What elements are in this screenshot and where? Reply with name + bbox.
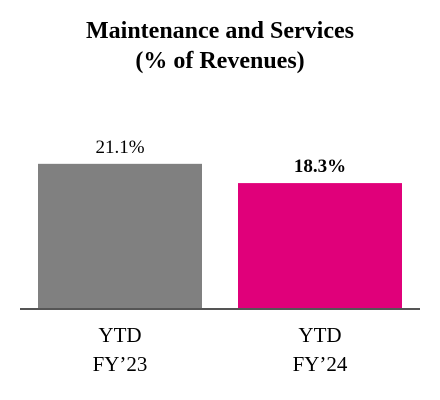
data-label-2: 18.3% bbox=[294, 156, 346, 177]
category-label-2-line-1: YTD bbox=[298, 323, 341, 347]
bar-1 bbox=[38, 163, 202, 309]
plot-area: 21.1% YTD FY’23 18.3% YTD FY’24 bbox=[20, 137, 420, 376]
category-label-1-line-1: YTD bbox=[98, 323, 141, 347]
bar-2 bbox=[238, 183, 402, 309]
data-label-1: 21.1% bbox=[95, 137, 144, 158]
chart-title-line-1: Maintenance and Services bbox=[86, 18, 354, 44]
category-label-1-line-2: FY’23 bbox=[93, 352, 148, 376]
chart-title-line-2: (% of Revenues) bbox=[135, 48, 304, 74]
category-label-2-line-2: FY’24 bbox=[293, 352, 348, 376]
